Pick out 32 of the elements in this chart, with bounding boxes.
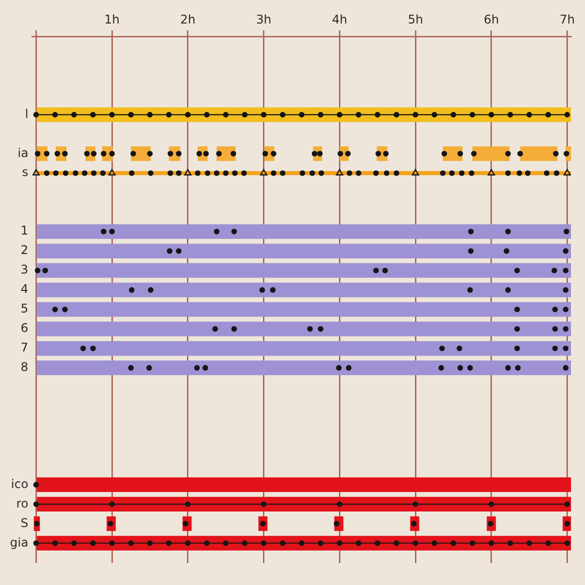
x-tick-label: 6h (484, 12, 499, 26)
bar (36, 302, 571, 317)
x-tick-label: 4h (332, 12, 348, 26)
y-tick-label: ico (11, 476, 28, 491)
bar (36, 263, 571, 278)
y-tick-label: l (24, 106, 28, 121)
x-tick-label: 3h (256, 12, 272, 26)
y-tick-label: 5 (20, 302, 28, 316)
y-tick-label: 7 (20, 340, 28, 355)
y-tick-label: gia (10, 535, 28, 550)
bar (36, 322, 571, 336)
bar (36, 282, 571, 298)
y-tick-label: s (22, 165, 28, 180)
bar (520, 146, 558, 161)
x-tick-label: 2h (180, 12, 196, 26)
bar (36, 224, 571, 239)
y-tick-label: 3 (20, 262, 28, 277)
y-tick-label: 6 (20, 321, 28, 336)
y-tick-label: 8 (20, 360, 28, 374)
y-tick-label: 2 (20, 243, 28, 258)
y-tick-label: ro (16, 496, 28, 510)
y-tick-label: ia (18, 146, 28, 160)
y-tick-label: 4 (20, 282, 28, 296)
x-tick-label: 1h (104, 12, 120, 26)
x-tick-label: 7h (560, 12, 575, 26)
y-tick-label: S (20, 516, 28, 530)
bar (36, 244, 571, 258)
y-tick-label: 1 (20, 224, 28, 238)
x-tick-label: 5h (408, 12, 424, 26)
bar (36, 341, 571, 356)
bar (36, 360, 571, 376)
bar (472, 146, 510, 161)
